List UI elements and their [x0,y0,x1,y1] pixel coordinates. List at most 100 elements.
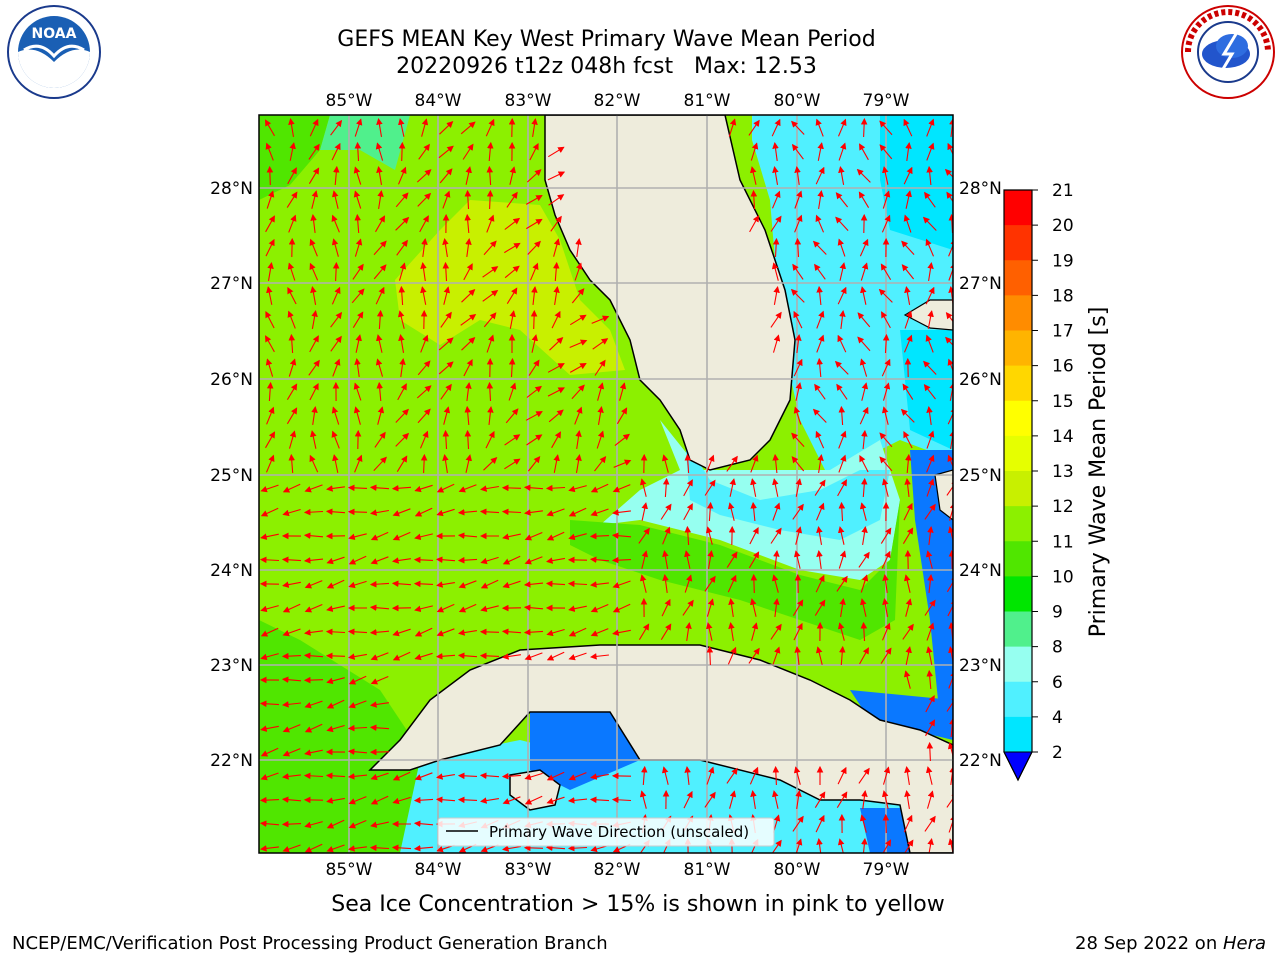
wave-arrow [464,213,471,234]
wave-arrow [567,580,588,588]
wave-arrow [839,598,846,617]
wave-arrow [685,622,692,641]
wave-arrow [575,430,582,449]
wave-arrow [793,406,802,425]
wave-arrow [750,454,759,473]
wave-arrow [925,550,933,569]
wave-arrow [259,700,280,708]
wave-arrow [749,766,759,785]
period-field-blue-bahamas [910,450,953,740]
wave-arrow [375,358,384,377]
wave-arrow [304,723,323,733]
wave-arrow [835,192,849,208]
wave-arrow [662,526,671,545]
wave-arrow [282,773,301,780]
wave-arrow [442,429,450,450]
wave-arrow [347,773,368,780]
wave-arrow [547,363,565,373]
wave-arrow [413,845,434,852]
wave-arrow [859,238,869,257]
lon-labels-bottom: 85°W 84°W 83°W 82°W 81°W 80°W 79°W [326,860,910,880]
wave-arrow [816,310,825,329]
wave-arrow [922,216,937,231]
wave-arrow [461,289,476,303]
wave-arrow [641,550,649,569]
lat-label: 24°N [210,561,253,581]
lat-labels-right: 28°N 27°N 26°N 25°N 24°N 23°N 22°N [959,179,1002,771]
wave-arrow [772,478,779,497]
wave-arrow [902,383,914,400]
wave-arrow [812,408,827,423]
lat-label: 27°N [959,274,1002,294]
wave-arrow [508,382,517,401]
wave-arrow [398,141,406,162]
wave-arrow [568,605,587,612]
wave-arrow [348,845,367,852]
wave-arrow [311,406,318,425]
wave-arrow [281,820,302,828]
wave-arrow [859,455,869,473]
wave-arrow [945,312,953,323]
wave-arrow [304,700,323,709]
wave-arrow [837,118,847,137]
wave-arrow [925,719,936,737]
lat-label: 27°N [210,274,253,294]
wave-arrow [370,652,389,661]
wave-arrow [836,575,848,592]
wave-arrow [727,574,737,593]
wave-arrow [880,263,892,280]
wave-arrow [264,119,275,137]
wave-arrow [589,556,610,563]
wave-arrow [457,652,478,660]
wave-arrow [309,262,319,281]
wave-arrow [391,844,412,852]
wave-arrow [948,838,953,853]
wave-arrow [303,508,324,516]
wave-arrow [792,263,804,280]
wave-arrow [303,652,324,660]
wave-arrow [391,484,412,492]
wave-arrow [791,432,805,447]
wave-arrow [265,311,275,329]
wave-arrow [502,845,521,852]
wave-arrow [817,190,824,209]
wave-arrow [414,484,433,493]
colorbar-tick-label: 8 [1052,638,1063,658]
wave-arrow [881,790,889,809]
wave-arrow [815,574,825,593]
wave-arrow [946,695,953,712]
wave-arrow [750,166,757,185]
wave-arrow [547,171,566,181]
wave-arrow [457,772,478,780]
wave-arrow [590,581,609,588]
wave-arrow [948,646,953,665]
wave-arrow [331,430,340,449]
lon-label: 85°W [326,860,373,880]
wave-arrow [303,772,324,780]
wave-arrow [947,454,953,468]
wave-arrow [858,551,870,568]
wave-arrow [523,628,544,636]
colorbar-segment [1004,330,1032,367]
wave-arrow [370,531,389,541]
wave-arrow [946,791,953,808]
wave-arrow [859,647,869,665]
wave-arrow [860,262,869,281]
map-legend: Primary Wave Direction (unscaled) [437,817,775,847]
wave-arrow [501,772,522,780]
wave-arrow [354,213,362,234]
wave-arrow [348,555,367,565]
wave-arrow [436,773,455,780]
wave-arrow [641,502,648,521]
wave-arrow [414,507,433,517]
colorbar-tick-label: 9 [1052,603,1063,623]
wave-arrow [900,408,915,423]
wave-arrow [726,551,738,568]
wave-arrow [417,360,431,376]
wave-arrow [442,454,449,473]
wave-arrow [525,195,543,205]
wave-arrow [414,652,433,661]
wave-arrow [590,773,609,780]
wave-arrow [814,791,826,808]
wave-arrow [326,485,345,492]
